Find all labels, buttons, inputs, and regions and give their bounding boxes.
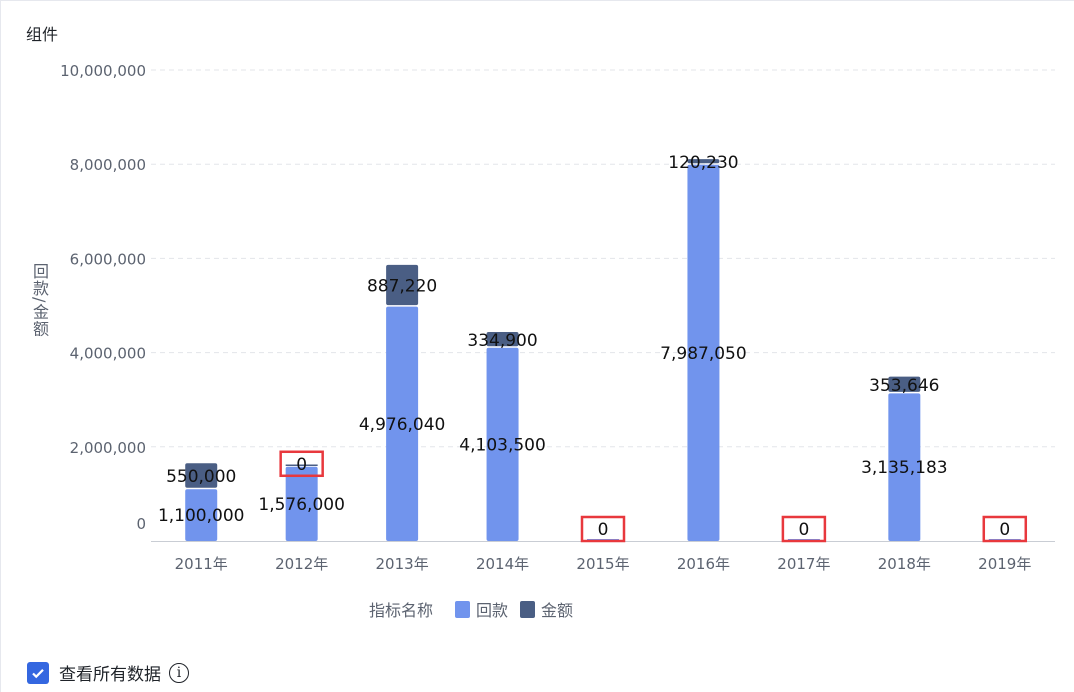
bar-huikuan: [185, 489, 218, 541]
bar-huikuan: [386, 306, 419, 541]
x-tick-label: 2019年: [978, 555, 1031, 573]
legend: 指标名称 回款 金额: [369, 597, 573, 621]
legend-swatch-jine[interactable]: [520, 600, 536, 618]
legend-swatch-huikuan[interactable]: [455, 600, 471, 618]
bar-huikuan: [285, 466, 318, 541]
legend-label-huikuan[interactable]: 回款: [476, 601, 509, 620]
data-label-jine: 550,000: [166, 467, 236, 487]
x-tick-label: 2016年: [677, 555, 730, 573]
checkbox-label: 查看所有数据: [59, 665, 161, 685]
x-tick-label: 2013年: [376, 555, 429, 573]
data-label-huikuan: 4,976,040: [359, 415, 446, 435]
data-label-huikuan: 1,576,000: [258, 495, 345, 515]
y-tick-label: 4,000,000: [70, 345, 146, 363]
x-tick-label: 2011年: [175, 555, 228, 573]
bar-huikuan: [687, 164, 720, 542]
x-tick-label: 2014年: [476, 555, 529, 573]
data-label-huikuan: 1,100,000: [158, 506, 245, 526]
y-tick-label: 10,000,000: [60, 62, 146, 80]
data-label-huikuan: 3,135,183: [861, 458, 948, 478]
data-label-zero: 0: [798, 520, 809, 540]
zero-value-highlight-box: [279, 450, 324, 478]
info-circle-icon[interactable]: i: [169, 662, 189, 683]
data-label-jine: 334,900: [467, 331, 537, 351]
x-tick-label: 2012年: [275, 555, 328, 573]
x-tick-label: 2017年: [777, 555, 830, 573]
checkbox-checked[interactable]: [27, 661, 49, 684]
bar-jine: [386, 264, 419, 306]
data-label-jine: 0: [296, 455, 307, 475]
y-tick-label: 6,000,000: [70, 250, 146, 268]
bar-jine: [185, 463, 218, 488]
data-label-jine: 887,220: [367, 277, 437, 297]
data-label-jine: 353,646: [869, 376, 939, 396]
legend-label-jine[interactable]: 金额: [541, 601, 574, 620]
data-label-zero: 0: [598, 520, 609, 540]
bar-huikuan: [888, 393, 921, 541]
y-axis-label: 回款/金额: [30, 263, 49, 338]
check-icon: [32, 668, 44, 678]
bar-jine: [687, 159, 720, 164]
view-all-data-toggle[interactable]: 查看所有数据 i: [27, 660, 189, 685]
bar-jine: [486, 331, 519, 347]
data-label-huikuan: 7,987,050: [660, 344, 747, 364]
panel-title: 组件: [26, 25, 59, 44]
data-label-jine: 120,230: [668, 153, 738, 173]
data-label-zero: 0: [999, 520, 1010, 540]
bar-jine: [888, 376, 921, 392]
zero-value-highlight-box: [982, 515, 1028, 543]
y-tick-label: 2,000,000: [70, 439, 146, 457]
x-tick-label: 2018年: [878, 555, 931, 573]
legend-title: 指标名称: [369, 601, 434, 620]
data-label-huikuan: 4,103,500: [459, 435, 546, 455]
zero-value-highlight-box: [580, 515, 626, 543]
y-tick-label: 8,000,000: [70, 156, 146, 174]
zero-value-highlight-box: [781, 515, 827, 543]
x-tick-label: 2015年: [576, 555, 629, 573]
bar-huikuan: [486, 347, 519, 541]
y-tick-label: 0: [136, 515, 146, 533]
